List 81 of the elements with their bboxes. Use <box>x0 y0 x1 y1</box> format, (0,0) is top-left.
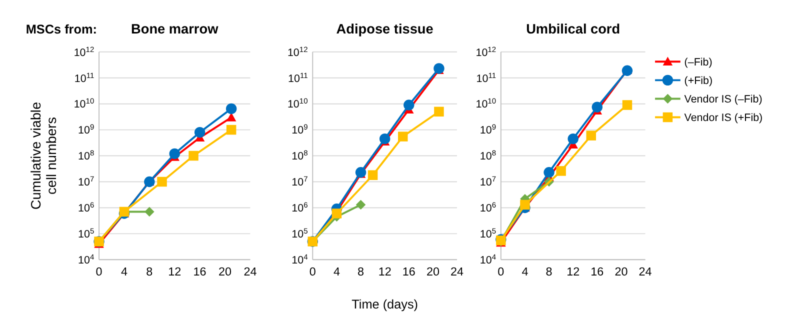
point <box>194 126 206 138</box>
x-tick-label: 24 <box>638 265 652 278</box>
point <box>226 103 237 114</box>
y-tick-label: 10$^{7}$ <box>292 174 308 189</box>
y-tick-label: 10$^{6}$ <box>292 200 308 215</box>
y-axis-title: Cumulative viable cell numbers <box>28 102 60 210</box>
legend-label: Vendor IS (+Fib) <box>684 112 763 124</box>
x-tick-label: 12 <box>566 265 580 278</box>
x-tick-label: 20 <box>218 265 232 278</box>
y-tick-label: 10$^{8}$ <box>78 148 94 163</box>
y-tick-label: 10$^{12}$ <box>74 44 94 59</box>
text: MSCs from: <box>26 22 97 36</box>
y-tick-label: 10$^{9}$ <box>480 122 496 137</box>
chart-title: Umbilical cord <box>526 21 620 36</box>
x-tick-label: 20 <box>426 265 440 278</box>
y-tick-label: 10$^{9}$ <box>292 122 308 137</box>
legend-label: (–Fib) <box>684 56 712 69</box>
y-tick-label: 10$^{10}$ <box>476 96 496 111</box>
y-tick-label: 10$^{6}$ <box>480 200 496 215</box>
x-tick-label: 4 <box>522 265 529 278</box>
y-tick-label: 10$^{6}$ <box>78 200 94 215</box>
point <box>144 206 154 217</box>
point <box>520 200 530 210</box>
y-tick-label: 10$^{5}$ <box>480 226 496 241</box>
point <box>226 124 236 135</box>
y-tick-label: 10$^{12}$ <box>476 44 496 59</box>
x-tick-label: 4 <box>333 265 340 278</box>
legend-label: (+Fib) <box>684 75 713 88</box>
y-tick-label: 10$^{5}$ <box>78 226 94 241</box>
y-tick-label: 10$^{4}$ <box>78 252 94 267</box>
y-tick-label: 10$^{10}$ <box>287 96 308 111</box>
x-tick-label: 8 <box>146 265 153 278</box>
x-tick-label: 24 <box>450 265 464 278</box>
point <box>368 170 378 180</box>
point <box>157 176 167 187</box>
y-tick-label: 10$^{9}$ <box>78 122 94 137</box>
point <box>556 166 566 176</box>
point <box>404 100 414 110</box>
x-tick-label: 4 <box>120 265 128 278</box>
x-tick-label: 16 <box>193 265 206 278</box>
point <box>332 208 342 218</box>
point <box>188 150 198 161</box>
y-tick-label: 10$^{11}$ <box>74 70 94 85</box>
chart-title: Adipose tissue <box>336 21 434 36</box>
y-tick-label: 10$^{5}$ <box>292 226 308 241</box>
point <box>356 200 366 210</box>
point <box>226 112 236 122</box>
y-tick-label: 10$^{4}$ <box>292 252 308 267</box>
point <box>434 106 444 117</box>
y-tick-label: 10$^{7}$ <box>78 174 94 189</box>
point <box>169 148 180 160</box>
y-tick-label: 10$^{11}$ <box>288 70 308 85</box>
x-tick-label: 0 <box>96 265 103 278</box>
legend-label: Vendor IS (–Fib) <box>684 94 762 106</box>
point <box>622 100 632 110</box>
point <box>544 166 554 178</box>
chart-title: Bone marrow <box>131 21 219 36</box>
y-tick-label: 10$^{8}$ <box>292 148 308 163</box>
x-tick-label: 24 <box>244 265 258 278</box>
y-tick-label: 10$^{12}$ <box>287 44 308 59</box>
x-tick-label: 0 <box>498 265 505 278</box>
point <box>379 133 390 144</box>
y-tick-label: 10$^{7}$ <box>480 174 496 189</box>
point <box>592 102 603 112</box>
x-tick-label: 8 <box>358 265 364 278</box>
y-tick-label: 10$^{4}$ <box>480 252 496 267</box>
x-tick-label: 12 <box>378 265 392 278</box>
point <box>355 166 366 178</box>
y-tick-label: 10$^{8}$ <box>480 148 496 163</box>
x-tick-label: 20 <box>614 265 628 278</box>
x-tick-label: 16 <box>590 265 604 278</box>
x-tick-label: 8 <box>546 265 552 278</box>
point <box>398 132 408 142</box>
x-axis-title: Time (days) <box>352 297 418 312</box>
x-tick-label: 16 <box>402 265 416 278</box>
y-tick-label: 10$^{11}$ <box>476 70 496 85</box>
x-tick-label: 0 <box>309 265 316 278</box>
x-tick-label: 12 <box>168 265 182 278</box>
y-tick-label: 10$^{10}$ <box>74 96 94 111</box>
point <box>568 133 578 144</box>
point <box>586 130 596 140</box>
